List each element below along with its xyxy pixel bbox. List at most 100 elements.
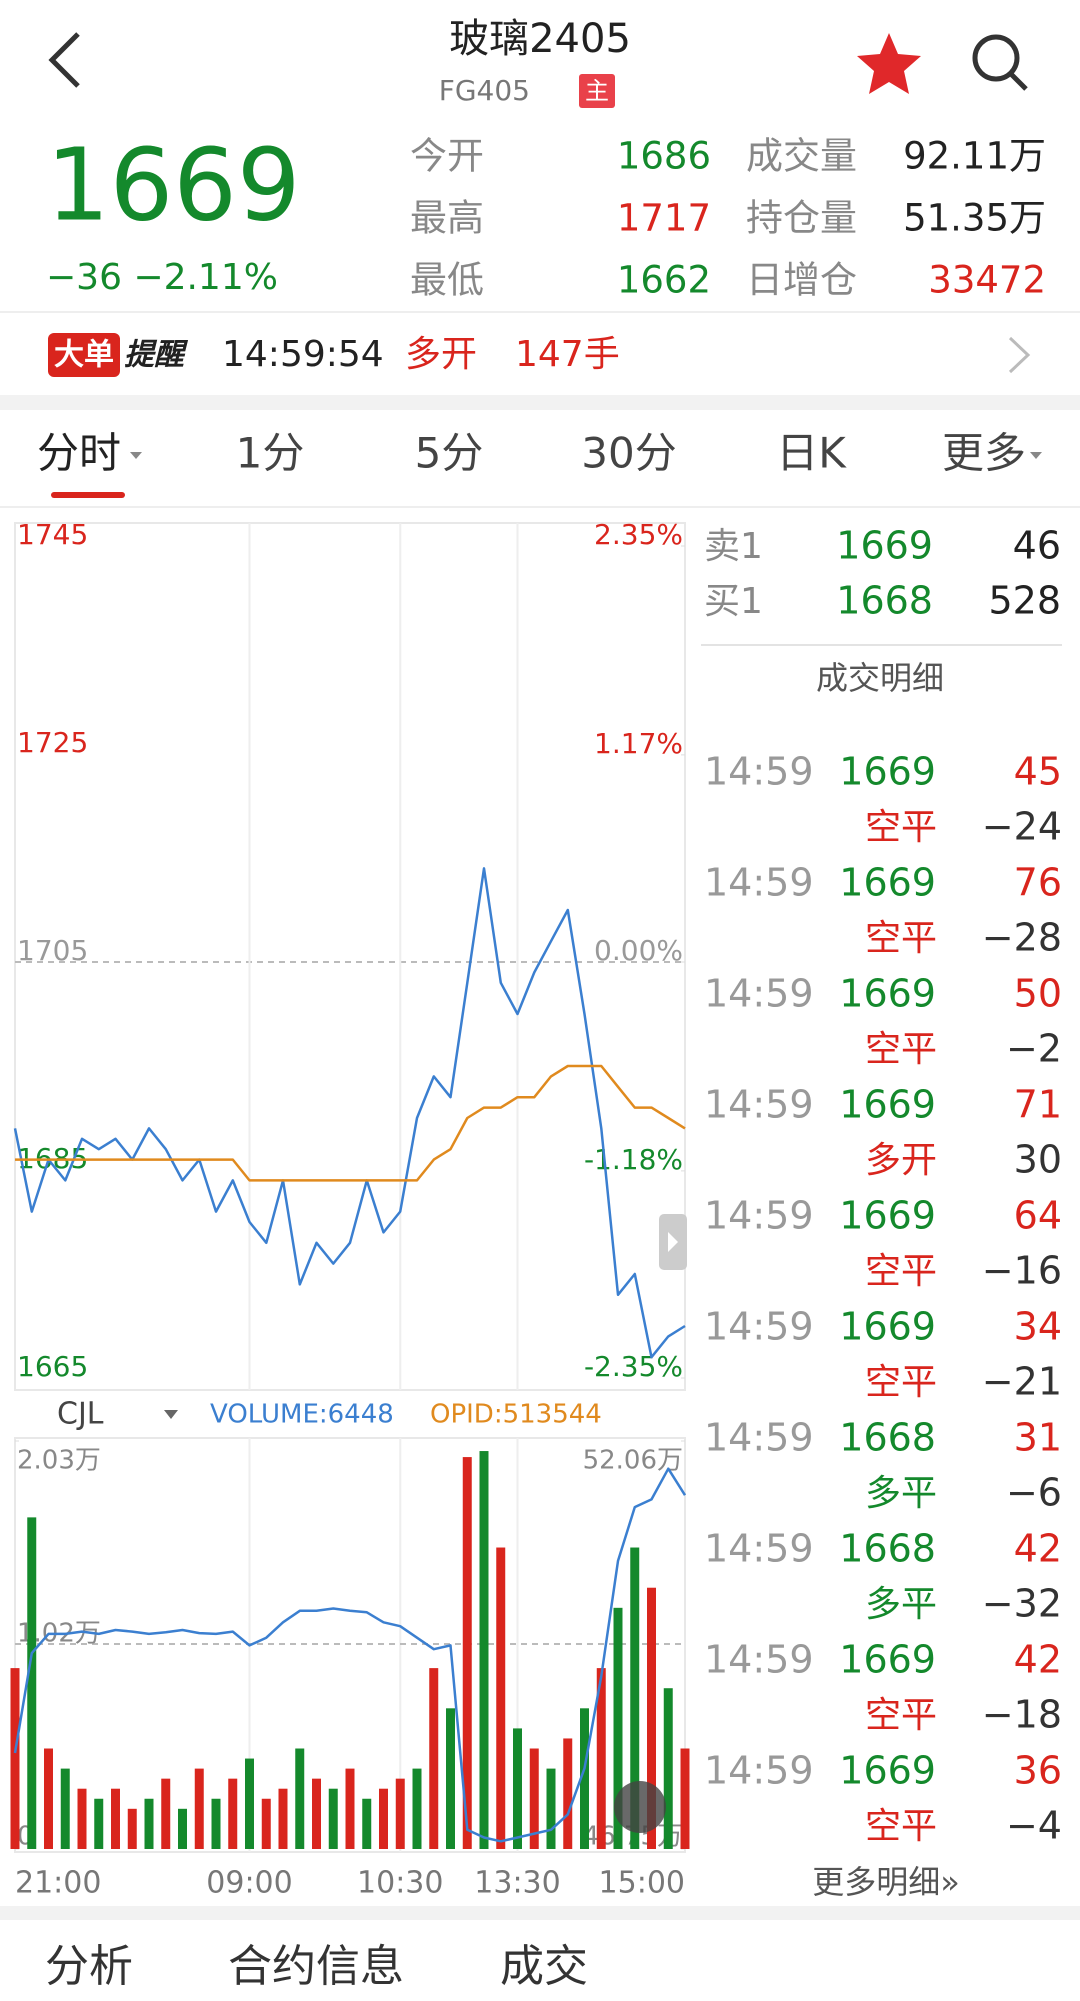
stat-label: 今开 [410,135,484,178]
volume-bar [496,1547,506,1849]
trade-change: −16 [982,1249,1062,1293]
stat-value: 1662 [617,259,711,302]
stat-label: 最高 [410,197,484,240]
volume-bar [312,1778,321,1849]
volume-bar [194,1768,204,1849]
volume-bar [529,1748,539,1849]
indicator-dropdown[interactable] [164,1410,178,1419]
volume-bar [580,1708,589,1849]
volume-bar [395,1778,405,1849]
y-tick-label: 1665 [17,1350,88,1383]
trade-change: −24 [982,805,1062,849]
trade-type: 空平 [865,1251,937,1292]
volume-bar [563,1738,573,1849]
tab[interactable]: 1分 [236,429,305,478]
trade-type: 空平 [865,807,937,848]
price-chart-frame [14,522,686,1391]
volume-bar [663,1688,673,1849]
y-tick-label: 2.03万 [17,1446,101,1476]
main-badge: 主 [585,77,609,105]
alert-label: 提醒 [124,338,189,373]
volume-bar [345,1768,355,1849]
title: 玻璃2405 [449,16,631,62]
book-qty: 46 [1013,524,1061,568]
trade-time: 14:59 [704,750,814,794]
y-tick-label: 1705 [17,934,88,967]
trade-change: −32 [982,1582,1062,1626]
volume-bar [211,1798,221,1849]
trade-type: 多平 [865,1584,937,1625]
trade-qty: 71 [1014,1083,1062,1127]
trade-qty: 64 [1014,1194,1062,1238]
fullscreen-button[interactable] [614,1781,666,1833]
volume-bar [10,1668,20,1849]
trade-price: 1669 [839,1749,936,1793]
volume-bar [446,1708,455,1849]
volume-bar [462,1457,472,1849]
trade-qty: 76 [1014,861,1062,905]
x-tick-label: 15:00 [599,1866,685,1901]
trade-type: 空平 [865,1029,937,1070]
volume-bar [513,1728,522,1849]
volume-bar [630,1547,640,1849]
x-tick-label: 21:00 [15,1866,101,1901]
volume-bar [60,1768,70,1849]
y2-tick-label: -1.18% [584,1143,683,1176]
tab[interactable]: 日K [776,429,847,478]
volume-bar [647,1587,656,1849]
series-line [15,1064,686,1182]
trades-title: 成交明细 [816,659,944,697]
trade-change: −6 [1006,1471,1062,1515]
tab[interactable]: 分时 [37,429,121,478]
trade-qty: 50 [1014,972,1062,1016]
trade-price: 1669 [839,1638,936,1682]
book-side: 卖1 [704,526,763,567]
more-trades[interactable]: 更多明细» [812,1863,960,1901]
trade-change: −4 [1006,1804,1062,1848]
favorite-star[interactable] [857,33,921,94]
stat-value: 1686 [617,135,711,178]
volume-bar [412,1768,422,1849]
bottom-tab[interactable]: 成交 [500,1941,588,1992]
stat-label: 日增仓 [746,259,857,302]
volume-bar [328,1788,338,1849]
volume-bar [111,1788,120,1849]
book-side: 买1 [704,581,763,622]
alert-chevron[interactable] [1008,336,1031,374]
search-icon [972,34,1020,82]
volume-bar [44,1748,53,1849]
tab[interactable]: 30分 [581,429,676,478]
bottom-tab[interactable]: 合约信息 [228,1941,404,1992]
y2-tick-label: 1.17% [594,727,683,760]
alert-size: 147手 [515,334,620,375]
trade-time: 14:59 [704,1749,814,1793]
volume-bar [362,1798,372,1849]
trade-price: 1669 [839,1305,936,1349]
indicator-label: CJL [57,1397,104,1432]
stat-value: 92.11万 [903,135,1046,178]
stat-label: 成交量 [746,135,857,178]
search-button[interactable] [972,34,1028,91]
volume-bar [613,1607,623,1849]
trade-type: 空平 [865,1362,937,1403]
trade-change: −18 [982,1693,1062,1737]
tab[interactable]: 5分 [415,429,484,478]
badge-bg [579,74,615,108]
stat-value: 1717 [617,197,711,240]
bottom-tab[interactable]: 分析 [45,1941,133,1992]
trade-time: 14:59 [704,1083,814,1127]
trade-time: 14:59 [704,972,814,1016]
trade-type: 空平 [865,918,937,959]
trade-change: −2 [1006,1027,1062,1071]
trade-price: 1668 [839,1527,936,1571]
back-button[interactable] [48,32,80,88]
y-tick-label: 1725 [17,726,88,759]
trade-change: −28 [982,916,1062,960]
tab[interactable]: 更多 [942,429,1026,478]
trade-qty: 42 [1014,1638,1062,1682]
trade-type: 多开 [865,1140,937,1181]
volume-bar [144,1798,154,1849]
volume-bar [479,1451,489,1849]
volume-bar [178,1808,187,1849]
search-icon [1009,72,1028,91]
